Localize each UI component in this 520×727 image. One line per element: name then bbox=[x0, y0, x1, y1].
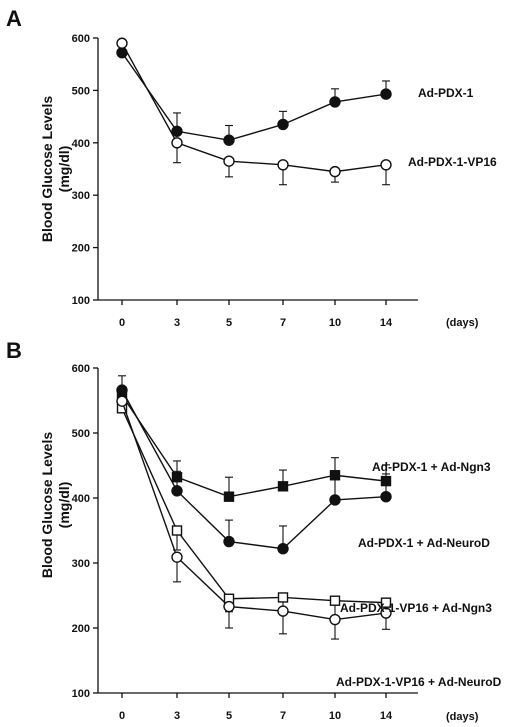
panel-b-y-tick-label: 200 bbox=[72, 623, 90, 635]
panel-a-series-1-point bbox=[380, 88, 392, 100]
panel-b-series-1 bbox=[116, 390, 392, 502]
panel-b-x-tick-label: 5 bbox=[226, 710, 232, 722]
panel-b-marks bbox=[116, 375, 392, 640]
panel-a-xlabel: (days) bbox=[446, 317, 479, 329]
panel-b: B Blood Glucose Levels (mg/dl) (days) 10… bbox=[6, 338, 502, 723]
panel-a-series-1 bbox=[116, 46, 392, 146]
panel-a-x-tick-label: 3 bbox=[174, 317, 180, 329]
panel-b-series-2-line bbox=[121, 389, 387, 550]
panel-b-x-tick-label: 3 bbox=[174, 710, 180, 722]
panel-a-series-1-point bbox=[171, 125, 183, 137]
panel-a-series-1-point bbox=[223, 134, 235, 146]
panel-b-series-1-point bbox=[277, 481, 289, 492]
panel-b-y-tick-label: 400 bbox=[72, 493, 90, 505]
panel-b-ticks: 100 200 300 400 500 600 0 3 5 7 10 14 bbox=[72, 363, 418, 722]
panel-b-x-tick-label: 14 bbox=[380, 710, 393, 722]
panel-b-letter: B bbox=[6, 338, 22, 363]
panel-b-series-2-point bbox=[116, 384, 128, 396]
panel-a-y-tick-label: 300 bbox=[72, 190, 90, 202]
panel-b-series-4-point bbox=[380, 607, 392, 619]
panel-b-y-tick-label: 300 bbox=[72, 558, 90, 570]
panel-a-y-tick-label: 400 bbox=[72, 138, 90, 150]
panel-a-x-tick-label: 5 bbox=[226, 317, 232, 329]
panel-b-series-4-point bbox=[116, 395, 128, 407]
panel-a-series-1-point bbox=[277, 118, 289, 131]
panel-b-series-4-point bbox=[171, 551, 183, 563]
panel-a-series-2-point bbox=[116, 37, 128, 49]
panel-b-series-label-1: Ad-PDX-1 + Ad-Ngn3 bbox=[372, 460, 491, 474]
panel-a-y-tick-label: 200 bbox=[72, 243, 90, 255]
panel-b-series-2-point bbox=[171, 485, 183, 497]
panel-a-y-tick-label: 500 bbox=[72, 85, 90, 97]
panel-b-series-4-line bbox=[121, 400, 387, 621]
panel-a-series-1-line bbox=[121, 52, 387, 141]
panel-b-series-label-4: Ad-PDX-1-VP16 + Ad-NeuroD bbox=[336, 675, 502, 689]
panel-a-series-2-point bbox=[380, 159, 392, 171]
panel-b-series-3-line bbox=[121, 408, 387, 604]
panel-b-series-3-point bbox=[171, 525, 183, 536]
panel-a-series-2-point bbox=[223, 155, 235, 167]
panel-b-series-2 bbox=[116, 375, 392, 555]
panel-b-series-4-point bbox=[223, 600, 235, 613]
panel-b-y-tick-label: 600 bbox=[72, 363, 90, 375]
panel-b-series-3-point bbox=[329, 595, 341, 606]
panel-b-series-1-line bbox=[121, 394, 387, 498]
panel-a-series-label-2: Ad-PDX-1-VP16 bbox=[408, 155, 497, 169]
panel-a-marks bbox=[116, 37, 392, 186]
panel-a-ylabel-line1: Blood Glucose Levels bbox=[39, 96, 55, 242]
panel-b-xlabel: (days) bbox=[446, 711, 479, 723]
panel-b-series-2-point bbox=[277, 543, 289, 555]
panel-a-y-tick-label: 600 bbox=[72, 33, 90, 45]
panel-a-y-tick-label: 100 bbox=[72, 295, 90, 307]
panel-a-series-1-point bbox=[329, 96, 341, 108]
panel-a-series-2-line bbox=[121, 42, 387, 173]
panel-a-ticks: 100 200 300 400 500 600 0 3 5 7 10 14 bbox=[72, 33, 418, 329]
panel-b-series-label-2: Ad-PDX-1 + Ad-NeuroD bbox=[358, 536, 490, 550]
panel-a-x-tick-label: 0 bbox=[119, 317, 125, 329]
panel-b-x-tick-label: 0 bbox=[119, 710, 125, 722]
panel-b-series-3 bbox=[116, 396, 392, 618]
panel-b-series-4-point bbox=[329, 613, 341, 626]
panel-b-ylabel-line2: (mg/dl) bbox=[56, 482, 72, 529]
panel-b-x-tick-label: 7 bbox=[280, 710, 286, 722]
panel-a-x-tick-label: 10 bbox=[329, 317, 341, 329]
panel-a: A Blood Glucose Levels (mg/dl) (days) 10… bbox=[6, 6, 497, 329]
panel-b-series-3-point bbox=[380, 597, 392, 608]
panel-b-series-4 bbox=[116, 395, 392, 640]
panel-b-series-2-point bbox=[329, 494, 341, 506]
panel-b-series-3-point bbox=[277, 592, 289, 603]
panel-b-series-4-point bbox=[277, 605, 289, 617]
panel-a-series-2-point bbox=[171, 137, 183, 149]
panel-b-y-tick-label: 100 bbox=[72, 688, 90, 700]
panel-a-series-2-point bbox=[277, 159, 289, 171]
panel-b-series-1-point bbox=[223, 491, 235, 502]
panel-a-letter: A bbox=[6, 6, 22, 31]
panel-b-y-tick-label: 500 bbox=[72, 428, 90, 440]
panel-a-series-label-1: Ad-PDX-1 bbox=[418, 86, 474, 100]
panel-a-x-tick-label: 14 bbox=[380, 317, 393, 329]
panel-b-ylabel-line1: Blood Glucose Levels bbox=[39, 432, 55, 578]
panel-a-ylabel-line2: (mg/dl) bbox=[56, 146, 72, 193]
panel-a-x-tick-label: 7 bbox=[280, 317, 286, 329]
panel-a-series-2-point bbox=[329, 165, 341, 178]
panel-b-series-2-point bbox=[223, 535, 235, 548]
panel-b-series-2-point bbox=[380, 491, 392, 503]
panel-b-x-tick-label: 10 bbox=[329, 710, 341, 722]
panel-b-series-label-3: Ad-PDX-1-VP16 + Ad-Ngn3 bbox=[340, 601, 492, 615]
panel-a-series-2 bbox=[116, 37, 392, 186]
